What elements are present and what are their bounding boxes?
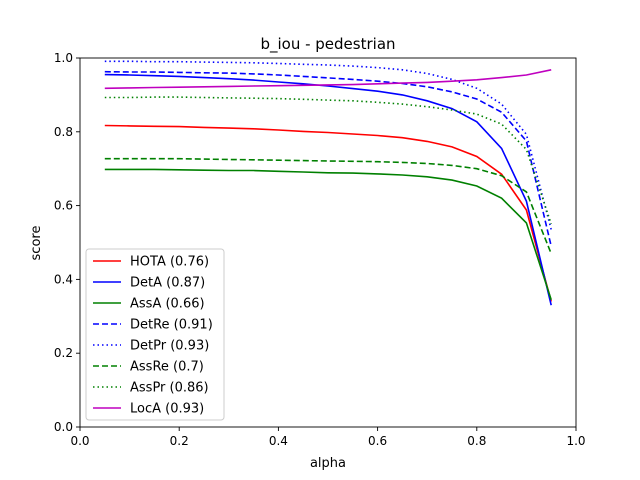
plot-area: 0.0 0.2 0.4 0.6 0.8 1.0 0.0 0.2 0.4 0.6 0.8 1.0 [54, 51, 586, 448]
legend-label-3: DetRe (0.91) [130, 318, 213, 333]
y-axis-label: score [29, 226, 44, 261]
axes-frame [79, 57, 577, 428]
y-tick-label: 0.2 [54, 346, 73, 360]
y-tick-label: 0.4 [54, 272, 73, 286]
series-line-3 [104, 70, 552, 247]
legend-label-4: DetPr (0.93) [130, 339, 209, 354]
series-line-4 [104, 60, 552, 230]
legend-label-1: DetA (0.87) [130, 276, 205, 291]
series-line-0 [104, 124, 552, 302]
x-tick-label: 1.0 [566, 434, 585, 448]
legend-label-7: LocA (0.93) [130, 402, 204, 417]
x-axis-label: alpha [310, 456, 346, 471]
x-tick-label: 0.2 [170, 434, 189, 448]
chart-title: b_iou - pedestrian [260, 35, 395, 54]
legend-label-6: AssPr (0.86) [130, 381, 209, 396]
series-line-6 [104, 96, 552, 225]
legend-label-0: HOTA (0.76) [130, 255, 209, 270]
x-tick-label: 0.4 [269, 434, 288, 448]
legend-label-2: AssA (0.66) [130, 297, 205, 312]
series-line-2 [104, 168, 552, 300]
y-tick-label: 0.6 [54, 199, 73, 213]
y-tick-label: 0.0 [54, 420, 73, 434]
series-line-5 [104, 157, 552, 254]
x-tick-label: 0.0 [70, 434, 89, 448]
series-line-1 [104, 73, 552, 306]
legend: HOTA (0.76) DetA (0.87) AssA (0.66) DetRe (… [85, 248, 225, 421]
y-tick-label: 0.8 [54, 125, 73, 139]
x-tick-label: 0.8 [467, 434, 486, 448]
legend-box [85, 248, 225, 421]
legend-label-5: AssRe (0.7) [130, 360, 204, 375]
x-tick-label: 0.6 [368, 434, 387, 448]
y-tick-label: 1.0 [54, 51, 73, 65]
series-line-7 [104, 69, 552, 90]
